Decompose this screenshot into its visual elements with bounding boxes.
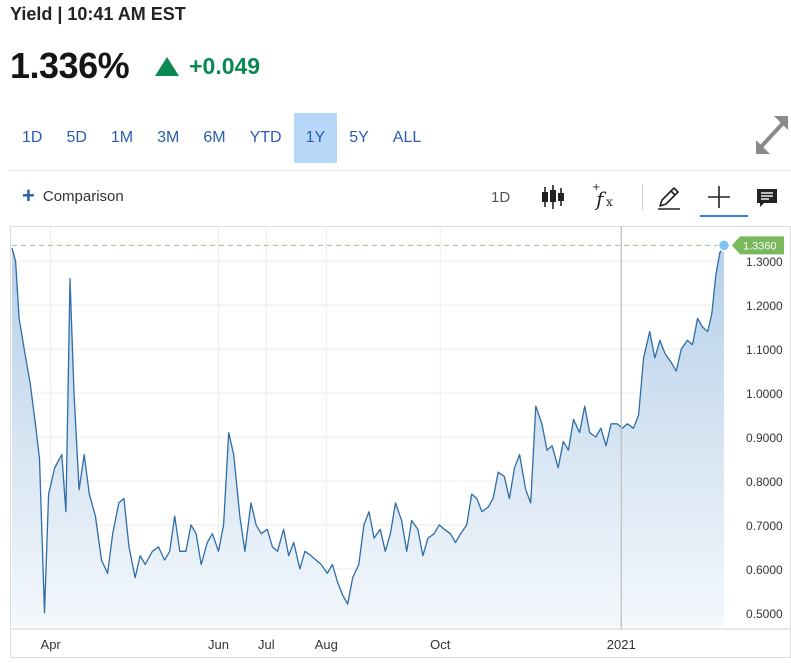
x-tick-label: 2021: [607, 637, 636, 652]
series-area: [12, 245, 724, 627]
crosshair-icon[interactable]: [704, 182, 734, 212]
pencil-icon[interactable]: [654, 182, 684, 212]
header-title: Yield | 10:41 AM EST: [10, 4, 186, 24]
x-tick-label: Apr: [41, 637, 62, 652]
candlestick-icon[interactable]: [538, 182, 568, 212]
toolbar-separator: [642, 184, 643, 210]
price-change: +0.049: [189, 52, 261, 79]
function-fx-icon[interactable]: + f x: [590, 182, 620, 212]
y-tick-label: 0.6000: [746, 563, 783, 577]
y-tick-label: 1.3000: [746, 255, 783, 269]
yield-chart[interactable]: 1.3360 1.3000 1.2000 1.1000 1.0000 0.9000 0.8…: [10, 226, 791, 658]
svg-text:x: x: [606, 195, 613, 209]
quote-row: 1.336% +0.049: [10, 44, 260, 88]
series-line: [11, 244, 725, 614]
range-tab-ytd[interactable]: YTD: [249, 129, 282, 146]
range-tab-1m[interactable]: 1M: [110, 129, 134, 146]
y-tick-label: 0.7000: [746, 519, 783, 533]
last-point-marker: [717, 239, 731, 252]
x-tick-label: Oct: [430, 637, 451, 652]
active-tool-underline: [700, 215, 748, 217]
range-tab-1d[interactable]: 1D: [22, 129, 43, 146]
y-tick-label: 1.1000: [746, 343, 783, 357]
svg-text:+: +: [592, 182, 600, 193]
toolbar-divider: [10, 170, 791, 171]
x-tick-label: Jul: [258, 637, 275, 652]
range-tab-1y[interactable]: 1Y: [293, 113, 338, 163]
comparison-label: Comparison: [42, 187, 124, 205]
range-tab-6m[interactable]: 6M: [203, 129, 226, 146]
expand-icon[interactable]: [752, 112, 791, 156]
y-tick-label: 1.0000: [746, 387, 783, 401]
range-tab-5y[interactable]: 5Y: [349, 129, 369, 146]
range-tab-3m[interactable]: 3M: [157, 129, 180, 146]
x-tick-label: Jun: [208, 637, 229, 652]
y-tick-label: 0.9000: [746, 431, 783, 445]
y-tick-label: 1.2000: [746, 299, 783, 313]
range-tabs: 1D 5D 1M 3M 6M YTD 1Y 5Y ALL: [10, 113, 433, 163]
range-tab-5d[interactable]: 5D: [66, 129, 87, 146]
y-tick-label: 0.5000: [746, 607, 783, 621]
chart-toolbar: + Comparison 1D + f x: [10, 180, 791, 217]
x-tick-label: Aug: [315, 637, 338, 652]
comment-icon[interactable]: [752, 182, 782, 212]
comparison-button[interactable]: + Comparison: [22, 183, 124, 208]
current-value-label: 1.3360: [743, 240, 777, 252]
interval-selector[interactable]: 1D: [491, 189, 511, 206]
plus-icon: +: [22, 183, 35, 208]
chart-svg: 1.3360 1.3000 1.2000 1.1000 1.0000 0.9000 0.8…: [10, 226, 791, 658]
up-arrow-icon: [155, 56, 180, 76]
current-value-tag: [732, 236, 784, 255]
y-tick-label: 0.8000: [746, 475, 783, 489]
price-value: 1.336%: [10, 45, 130, 86]
range-tab-all[interactable]: ALL: [392, 129, 422, 146]
